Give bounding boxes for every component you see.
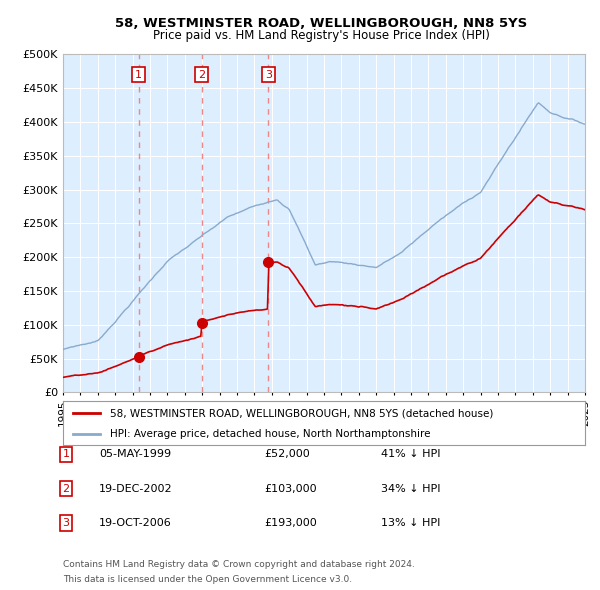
Text: 58, WESTMINSTER ROAD, WELLINGBOROUGH, NN8 5YS: 58, WESTMINSTER ROAD, WELLINGBOROUGH, NN…: [115, 17, 527, 30]
Text: £193,000: £193,000: [264, 518, 317, 527]
Text: HPI: Average price, detached house, North Northamptonshire: HPI: Average price, detached house, Nort…: [110, 428, 430, 438]
Text: This data is licensed under the Open Government Licence v3.0.: This data is licensed under the Open Gov…: [63, 575, 352, 584]
Text: 2: 2: [62, 484, 70, 493]
Text: £52,000: £52,000: [264, 450, 310, 459]
Text: Price paid vs. HM Land Registry's House Price Index (HPI): Price paid vs. HM Land Registry's House …: [152, 30, 490, 42]
Text: 19-OCT-2006: 19-OCT-2006: [99, 518, 172, 527]
Text: 34% ↓ HPI: 34% ↓ HPI: [381, 484, 440, 493]
Text: £103,000: £103,000: [264, 484, 317, 493]
Text: 41% ↓ HPI: 41% ↓ HPI: [381, 450, 440, 459]
Text: 05-MAY-1999: 05-MAY-1999: [99, 450, 171, 459]
Text: 2: 2: [198, 70, 205, 80]
Text: Contains HM Land Registry data © Crown copyright and database right 2024.: Contains HM Land Registry data © Crown c…: [63, 560, 415, 569]
Text: 3: 3: [62, 518, 70, 527]
Text: 58, WESTMINSTER ROAD, WELLINGBOROUGH, NN8 5YS (detached house): 58, WESTMINSTER ROAD, WELLINGBOROUGH, NN…: [110, 408, 493, 418]
Text: 19-DEC-2002: 19-DEC-2002: [99, 484, 173, 493]
Text: 1: 1: [62, 450, 70, 459]
Text: 13% ↓ HPI: 13% ↓ HPI: [381, 518, 440, 527]
Text: 3: 3: [265, 70, 272, 80]
Text: 1: 1: [135, 70, 142, 80]
